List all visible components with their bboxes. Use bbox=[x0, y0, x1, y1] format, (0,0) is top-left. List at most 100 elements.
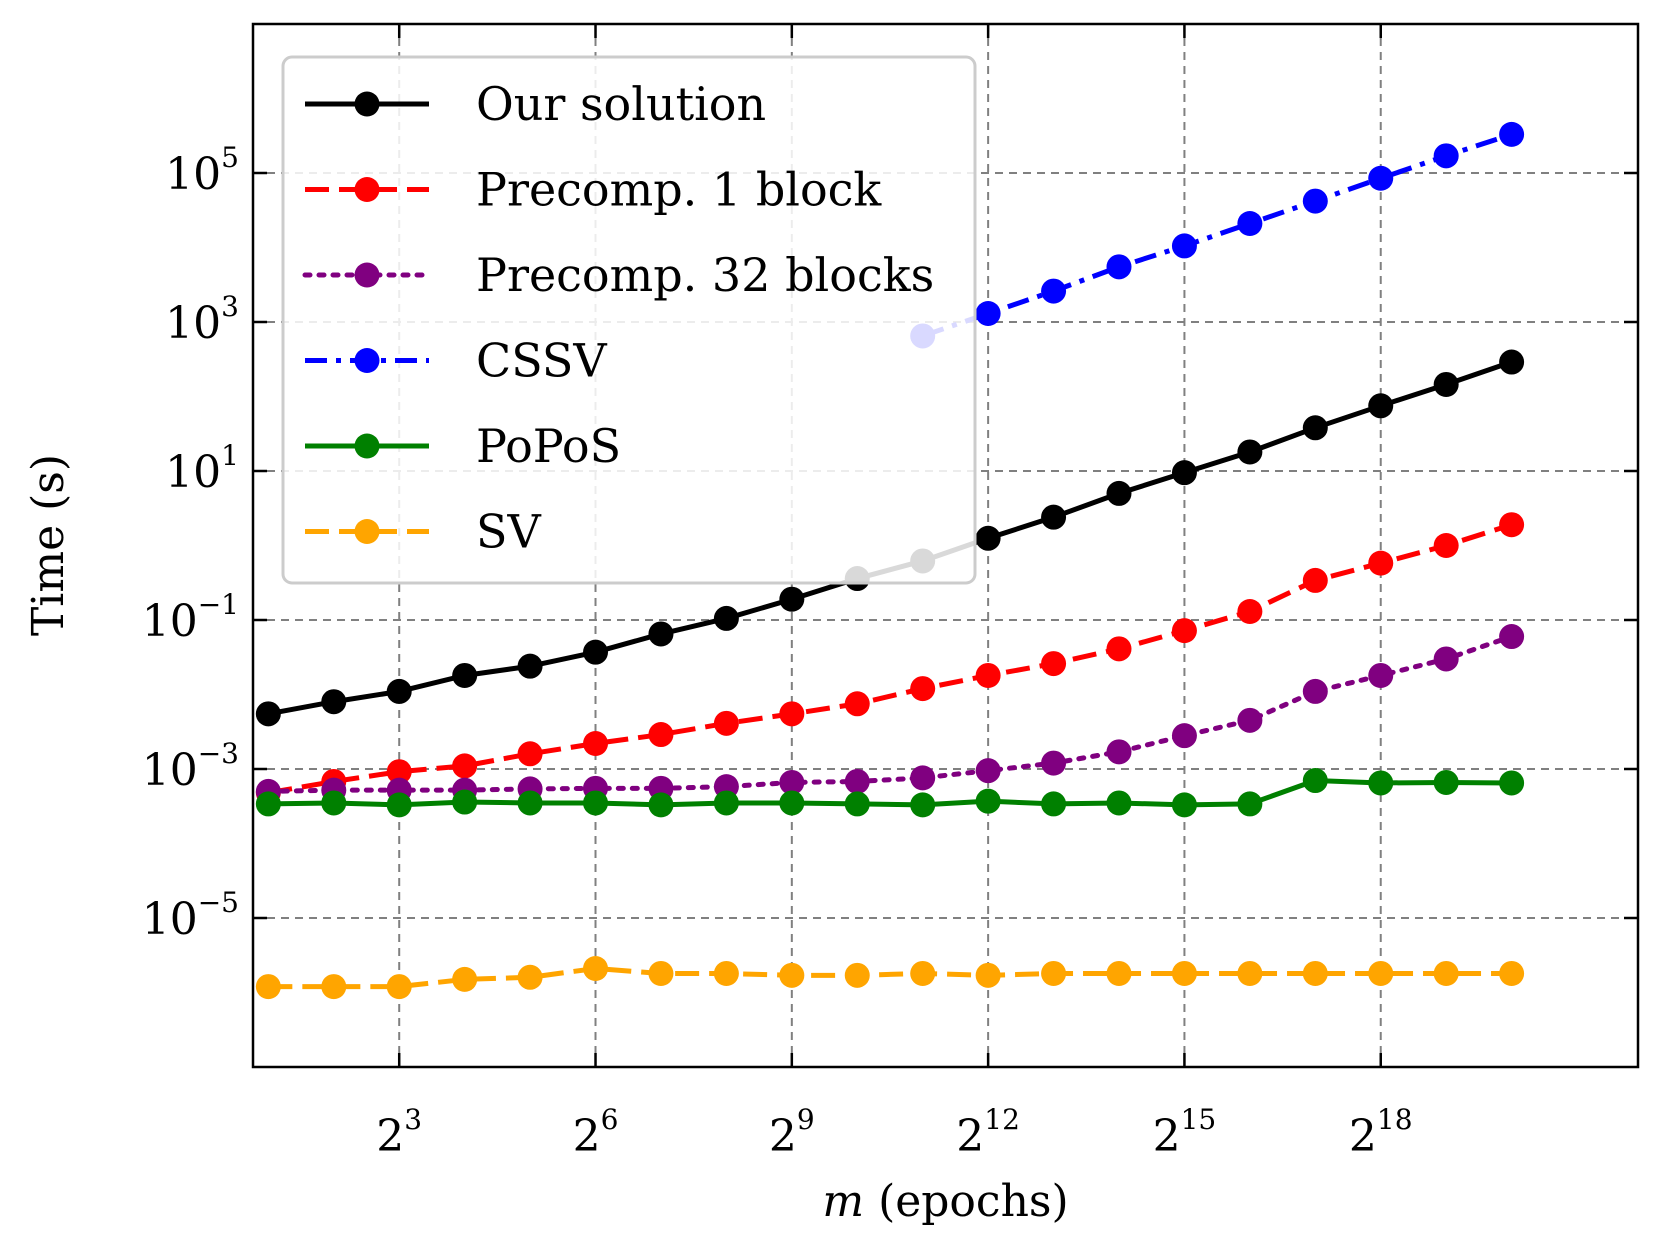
data-point bbox=[1171, 618, 1197, 644]
data-point bbox=[1499, 624, 1525, 650]
data-point bbox=[910, 960, 936, 986]
legend-box bbox=[281, 55, 977, 585]
data-point bbox=[910, 676, 936, 702]
x-tick-exponent: 6 bbox=[601, 1103, 619, 1136]
series-popos bbox=[255, 768, 1525, 818]
data-point bbox=[1041, 651, 1067, 677]
legend-item: Precomp. 1 block bbox=[305, 163, 882, 217]
data-point bbox=[1237, 210, 1263, 236]
y-tick-base: 10 bbox=[142, 596, 198, 647]
data-point bbox=[844, 768, 870, 794]
legend: Our solution Precomp. 1 block Precomp. 32 … bbox=[281, 55, 977, 585]
legend-marker bbox=[354, 519, 380, 544]
y-tick-label: 10−3 bbox=[142, 737, 239, 796]
data-point bbox=[386, 792, 412, 818]
data-point bbox=[1106, 960, 1132, 986]
data-point bbox=[1433, 960, 1459, 986]
data-point bbox=[1499, 960, 1525, 986]
legend-marker bbox=[354, 262, 380, 288]
data-point bbox=[713, 605, 739, 631]
x-tick-label: 23 bbox=[376, 1103, 422, 1162]
data-point bbox=[452, 753, 478, 779]
data-point bbox=[844, 791, 870, 817]
x-tick-base: 2 bbox=[769, 1111, 797, 1162]
y-tick-base: 10 bbox=[165, 447, 221, 498]
data-point bbox=[1041, 504, 1067, 530]
data-point bbox=[255, 701, 281, 727]
data-point bbox=[1368, 960, 1394, 986]
legend-marker bbox=[354, 91, 380, 117]
x-tick-label: 215 bbox=[1153, 1103, 1217, 1162]
x-tick-label: 29 bbox=[769, 1103, 815, 1162]
y-tick-label: 105 bbox=[165, 141, 239, 200]
x-tick-base: 2 bbox=[573, 1111, 601, 1162]
y-tick-base: 10 bbox=[165, 149, 221, 200]
data-point bbox=[1106, 480, 1132, 506]
data-point bbox=[1368, 550, 1394, 576]
y-tick-label: 103 bbox=[165, 290, 239, 349]
data-point bbox=[321, 689, 347, 715]
data-point bbox=[1171, 460, 1197, 486]
x-tick-base: 2 bbox=[1153, 1111, 1181, 1162]
legend-marker bbox=[354, 348, 380, 373]
data-point bbox=[975, 758, 1001, 784]
y-tick-exponent: 1 bbox=[221, 439, 239, 472]
data-point bbox=[1237, 707, 1263, 733]
data-point bbox=[1499, 512, 1525, 538]
legend-label: SV bbox=[476, 505, 542, 559]
data-point bbox=[1499, 121, 1525, 147]
data-point bbox=[713, 710, 739, 736]
y-tick-exponent: 5 bbox=[221, 141, 239, 174]
y-tick-base: 10 bbox=[142, 894, 198, 945]
data-point bbox=[452, 966, 478, 992]
data-point bbox=[1433, 769, 1459, 795]
data-point bbox=[321, 974, 347, 1000]
series-cssv bbox=[910, 121, 1525, 349]
x-tick-base: 2 bbox=[956, 1111, 984, 1162]
legend-item: SV bbox=[305, 505, 542, 559]
data-point bbox=[583, 955, 609, 981]
data-point bbox=[648, 621, 674, 647]
y-tick-exponent: −3 bbox=[198, 737, 239, 770]
series-line bbox=[265, 634, 1515, 794]
data-point bbox=[1106, 739, 1132, 765]
data-point bbox=[779, 586, 805, 612]
data-point bbox=[1368, 770, 1394, 796]
data-point bbox=[1171, 960, 1197, 986]
legend-label: Our solution bbox=[476, 77, 766, 131]
data-point bbox=[975, 525, 1001, 551]
y-tick-label: 10−5 bbox=[142, 886, 239, 945]
data-point bbox=[1106, 636, 1132, 662]
data-point bbox=[713, 960, 739, 986]
x-tick-label: 26 bbox=[573, 1103, 619, 1162]
legend-label: Precomp. 1 block bbox=[476, 163, 882, 217]
data-point bbox=[1368, 165, 1394, 191]
data-point bbox=[1433, 646, 1459, 672]
legend-label: CSSV bbox=[476, 334, 607, 388]
y-axis-label: Time (s) bbox=[23, 454, 74, 636]
data-point bbox=[844, 962, 870, 988]
data-point bbox=[1302, 567, 1328, 593]
data-point bbox=[975, 301, 1001, 327]
data-point bbox=[910, 792, 936, 818]
data-point bbox=[1302, 678, 1328, 704]
data-point bbox=[583, 730, 609, 756]
data-point bbox=[1106, 790, 1132, 816]
data-point bbox=[517, 653, 543, 679]
data-point bbox=[844, 691, 870, 717]
data-point bbox=[517, 964, 543, 990]
data-point bbox=[1171, 792, 1197, 818]
data-point bbox=[1041, 960, 1067, 986]
data-point bbox=[255, 974, 281, 1000]
data-point bbox=[1237, 960, 1263, 986]
data-point bbox=[713, 790, 739, 816]
data-point bbox=[1302, 415, 1328, 441]
data-point bbox=[1302, 768, 1328, 794]
data-point bbox=[386, 974, 412, 1000]
y-tick-exponent: −5 bbox=[198, 886, 239, 919]
legend-marker bbox=[354, 177, 380, 202]
data-point bbox=[583, 639, 609, 665]
data-point bbox=[1302, 960, 1328, 986]
x-tick-label: 212 bbox=[956, 1103, 1020, 1162]
data-point bbox=[910, 765, 936, 791]
